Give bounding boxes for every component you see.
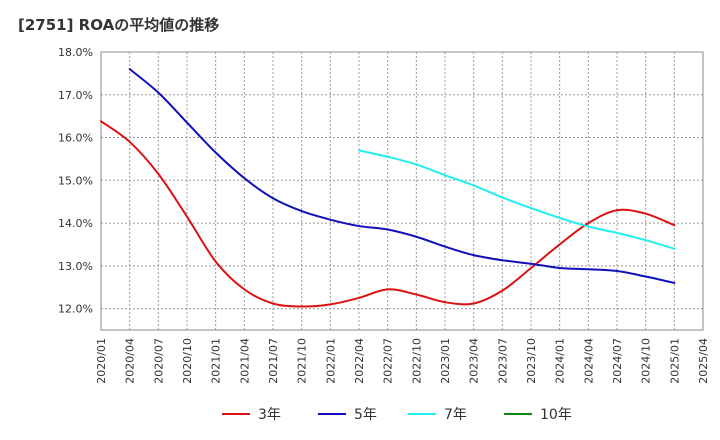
legend-label-2: 7年 — [444, 407, 467, 423]
x-tick-label: 2020/07 — [152, 338, 165, 384]
x-tick-label: 2022/10 — [410, 338, 423, 384]
series-line-0 — [100, 120, 676, 308]
x-tick-label: 2021/01 — [210, 338, 223, 384]
y-tick-label: 16.0% — [58, 132, 93, 145]
x-tick-label: 2024/04 — [582, 338, 595, 384]
x-tick-label: 2023/04 — [468, 338, 481, 384]
x-tick-label: 2025/04 — [697, 338, 710, 384]
x-tick-label: 2020/10 — [181, 338, 194, 384]
x-tick-label: 2023/07 — [496, 338, 509, 384]
x-tick-label: 2024/10 — [640, 338, 653, 384]
y-axis: 12.0% 13.0% 14.0% 15.0% 16.0% 17.0% 18.0% — [58, 46, 93, 316]
y-tick-label: 17.0% — [58, 89, 93, 102]
y-tick-label: 13.0% — [58, 260, 93, 273]
x-tick-label: 2025/01 — [668, 338, 681, 384]
series-line-2 — [358, 149, 676, 250]
legend-label-0: 3年 — [258, 407, 281, 423]
legend: 3年 5年 7年 10年 — [222, 407, 572, 423]
x-axis: 2020/01 2020/04 2020/07 2020/10 2021/01 2021/… — [95, 338, 710, 384]
x-tick-label: 2022/07 — [382, 338, 395, 384]
grid-lines — [101, 51, 703, 330]
y-tick-label: 18.0% — [58, 46, 93, 59]
y-tick-label: 12.0% — [58, 303, 93, 316]
x-tick-label: 2020/01 — [95, 338, 108, 384]
x-tick-label: 2020/04 — [124, 338, 137, 384]
x-tick-label: 2021/10 — [296, 338, 309, 384]
legend-label-3: 10年 — [540, 407, 572, 423]
x-tick-label: 2021/07 — [267, 338, 280, 384]
x-tick-label: 2024/01 — [554, 338, 567, 384]
x-tick-label: 2021/04 — [238, 338, 251, 384]
y-tick-label: 15.0% — [58, 174, 93, 187]
x-tick-label: 2022/01 — [324, 338, 337, 384]
x-tick-label: 2023/10 — [525, 338, 538, 384]
plot-area — [100, 51, 704, 331]
series-line-1 — [128, 68, 676, 284]
x-tick-label: 2024/07 — [611, 338, 624, 384]
legend-label-1: 5年 — [354, 407, 377, 423]
x-tick-label: 2023/01 — [439, 338, 452, 384]
series-lines — [100, 68, 676, 308]
y-tick-label: 14.0% — [58, 217, 93, 230]
x-tick-label: 2022/04 — [353, 338, 366, 384]
chart-title: [2751] ROAの平均値の推移 — [18, 16, 220, 34]
